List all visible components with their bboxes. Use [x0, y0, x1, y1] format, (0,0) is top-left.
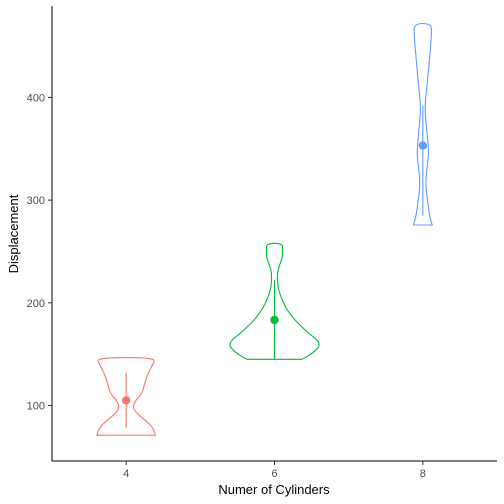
y-tick-label: 100 — [27, 401, 45, 413]
y-tick-label: 300 — [27, 195, 45, 207]
y-tick-label: 400 — [27, 92, 45, 104]
y-axis-ticks: 100 200 300 400 — [27, 92, 52, 413]
violin-6 — [229, 242, 320, 360]
x-axis-title: Numer of Cylinders — [218, 482, 330, 497]
mean-point-6 — [270, 315, 279, 325]
x-tick-label: 4 — [123, 468, 129, 480]
y-axis-title: Displacement — [6, 194, 21, 273]
x-tick-label: 8 — [420, 468, 426, 480]
mean-point-8 — [418, 141, 428, 150]
violin-4 — [96, 357, 157, 436]
y-tick-label: 200 — [27, 298, 45, 310]
mean-point-4 — [121, 396, 131, 405]
violins — [96, 22, 433, 436]
x-tick-label: 6 — [271, 468, 277, 480]
violin-8 — [412, 22, 433, 226]
x-axis-ticks: 4 6 8 — [123, 461, 426, 480]
